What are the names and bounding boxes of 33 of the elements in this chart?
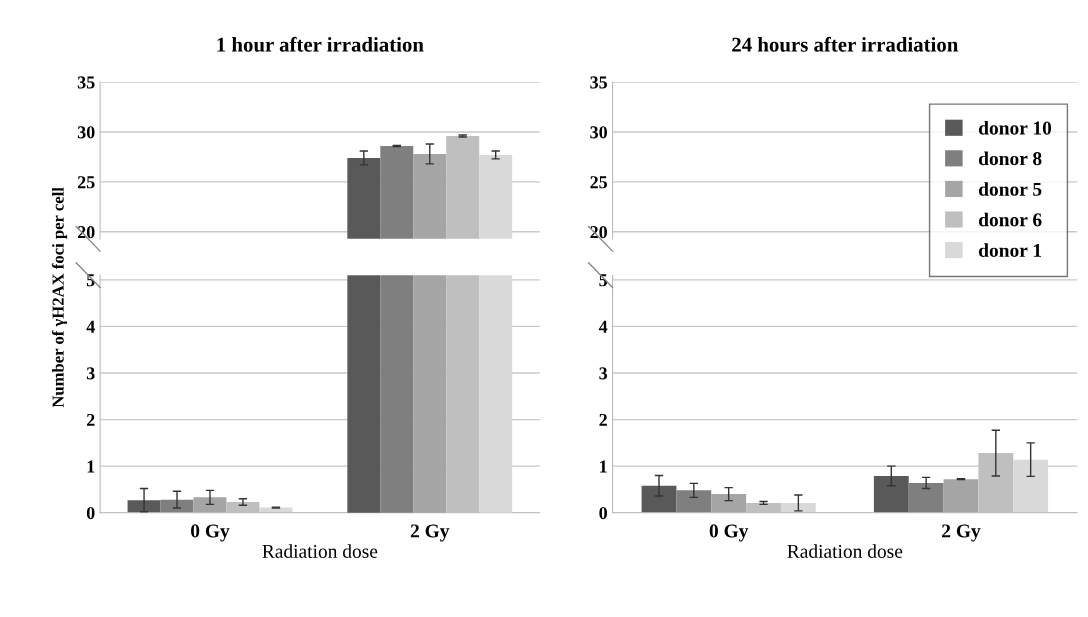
- chart-title: 24 hours after irradiation: [732, 36, 959, 52]
- y-tick-label: 20: [590, 226, 607, 239]
- y-tick-label: 0: [599, 506, 607, 520]
- y-tick-label: 5: [599, 274, 608, 287]
- x-axis-title: Radiation dose: [262, 544, 378, 558]
- x-tick-label: 2 Gy: [410, 524, 450, 542]
- y-tick-label: 3: [599, 367, 608, 380]
- y-tick-label: 20: [77, 226, 95, 239]
- x-axis-title: Radiation dose: [787, 544, 903, 558]
- legend-label: donor 5: [978, 182, 1042, 196]
- legend-label: donor 6: [978, 212, 1042, 227]
- x-tick-label: 0 Gy: [191, 524, 230, 542]
- y-tick-label: 2: [86, 413, 95, 426]
- y-tick-label: 2: [599, 413, 607, 426]
- x-tick-label: 2 Gy: [942, 524, 981, 542]
- y-tick-label: 30: [590, 126, 607, 139]
- y-tick-label: 25: [590, 176, 608, 189]
- y-tick-label: 25: [77, 176, 95, 189]
- y-tick-label: 0: [86, 506, 95, 520]
- legend-label: donor 1: [978, 243, 1042, 257]
- y-tick-label: 30: [77, 126, 95, 139]
- y-axis-title: Number of γH2AX foci per cell: [51, 187, 68, 408]
- x-tick-label: 0 Gy: [709, 524, 749, 542]
- y-tick-label: 35: [590, 76, 608, 89]
- legend-label: donor 10: [978, 120, 1052, 135]
- y-tick-label: 35: [77, 76, 95, 89]
- y-tick-label: 4: [86, 320, 95, 333]
- y-tick-label: 3: [86, 367, 95, 380]
- chart-title: 1 hour after irradiation: [217, 36, 424, 52]
- y-tick-label: 4: [598, 320, 608, 333]
- y-tick-label: 1: [87, 460, 95, 473]
- y-tick-label: 1: [600, 460, 607, 473]
- legend-label: donor 8: [978, 151, 1042, 166]
